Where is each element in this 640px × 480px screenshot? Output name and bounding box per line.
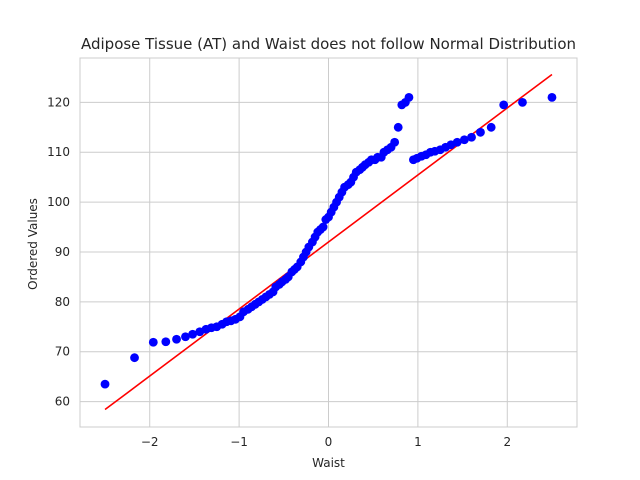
data-point xyxy=(499,100,509,110)
data-point xyxy=(467,132,476,142)
y-tick-label: 70 xyxy=(55,345,70,359)
y-tick-label: 110 xyxy=(47,145,70,159)
plot-frame xyxy=(79,57,578,428)
data-points xyxy=(100,92,557,389)
x-tick-label: −1 xyxy=(230,435,248,449)
x-tick-label: −2 xyxy=(141,435,159,449)
y-tick-label: 90 xyxy=(55,245,70,259)
x-axis-label: Waist xyxy=(312,456,345,470)
data-point xyxy=(393,122,403,132)
data-point xyxy=(476,127,485,137)
data-point xyxy=(188,329,198,339)
grid xyxy=(80,58,577,427)
data-point xyxy=(486,122,496,132)
data-point xyxy=(181,332,190,342)
x-tick-label: 0 xyxy=(325,435,333,449)
data-point xyxy=(404,92,414,102)
data-point xyxy=(172,334,181,344)
y-axis-label: Ordered Values xyxy=(26,198,40,290)
data-point xyxy=(318,222,328,232)
y-tick-labels: 60 70 80 90 100 110 120 xyxy=(47,95,70,408)
y-tick-label: 100 xyxy=(47,195,70,209)
data-point xyxy=(100,379,110,389)
x-tick-labels: −2 −1 0 1 2 xyxy=(141,435,511,449)
data-point xyxy=(130,353,139,363)
data-point xyxy=(452,137,462,147)
data-point xyxy=(547,92,557,102)
data-point xyxy=(390,137,400,147)
data-point xyxy=(459,135,469,145)
data-point xyxy=(148,337,158,347)
chart-title: Adipose Tissue (AT) and Waist does not f… xyxy=(81,35,576,53)
x-tick-label: 1 xyxy=(414,435,422,449)
y-tick-label: 60 xyxy=(55,395,70,409)
y-tick-label: 80 xyxy=(55,295,70,309)
y-tick-label: 120 xyxy=(47,95,70,109)
data-point xyxy=(161,337,171,347)
x-tick-label: 2 xyxy=(503,435,511,449)
data-point xyxy=(518,97,527,107)
